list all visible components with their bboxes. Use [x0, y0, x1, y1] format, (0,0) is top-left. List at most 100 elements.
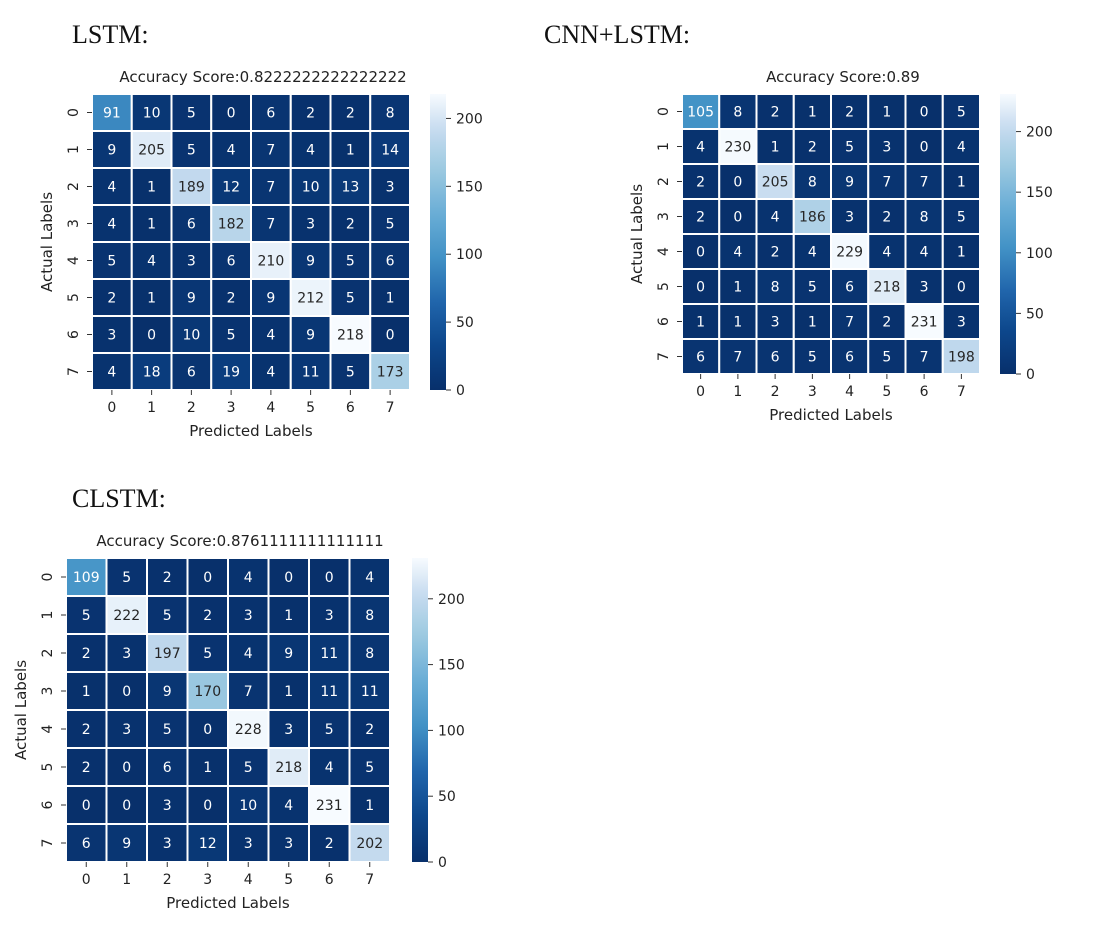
heatmap-cell — [329, 315, 372, 354]
cell-value-label: 231 — [911, 315, 938, 331]
colorbar-tick-label: 50 — [438, 789, 456, 805]
cell-value-label: 4 — [107, 180, 116, 196]
cell-value-label: 12 — [199, 836, 217, 852]
cell-value-label: 10 — [182, 328, 200, 344]
cell-value-label: 2 — [365, 722, 374, 738]
heatmap-cell — [348, 557, 391, 597]
cell-value-label: 3 — [845, 210, 854, 226]
heatmap-cell — [867, 163, 907, 200]
heatmap-cell — [170, 315, 213, 354]
cell-value-label: 5 — [227, 328, 236, 344]
cell-value-label: 3 — [306, 217, 315, 233]
heatmap-cell — [830, 163, 870, 200]
heatmap-cell — [146, 557, 189, 597]
cell-value-label: 11 — [320, 646, 338, 662]
heatmap-cell — [289, 204, 332, 243]
y-tick-label: 6 — [40, 800, 56, 809]
heatmap-cell — [348, 785, 391, 825]
cell-value-label: 2 — [82, 646, 91, 662]
cell-value-label: 0 — [696, 245, 705, 261]
cell-value-label: 3 — [122, 646, 131, 662]
cell-value-label: 3 — [187, 254, 196, 270]
cell-value-label: 9 — [107, 143, 116, 159]
heatmap-cell — [146, 709, 189, 749]
cell-value-label: 19 — [222, 365, 240, 381]
cell-value-label: 4 — [771, 210, 780, 226]
cell-value-label: 0 — [227, 106, 236, 122]
cell-value-label: 5 — [163, 722, 172, 738]
cell-value-label: 2 — [346, 106, 355, 122]
cell-value-label: 2 — [771, 105, 780, 121]
cell-value-label: 5 — [163, 608, 172, 624]
heatmap-cell — [369, 130, 411, 169]
heatmap-cell — [250, 130, 292, 169]
colorbar-tick-label: 50 — [456, 315, 474, 331]
x-tick-label: 0 — [82, 872, 91, 888]
heatmap-cell — [348, 709, 391, 749]
cell-value-label: 0 — [733, 175, 742, 191]
colorbar-tick-label: 50 — [1026, 306, 1044, 322]
cell-value-label: 2 — [696, 210, 705, 226]
cell-value-label: 5 — [107, 254, 116, 270]
cell-value-label: 2 — [227, 291, 236, 307]
cell-value-label: 4 — [306, 143, 315, 159]
y-tick-label: 0 — [656, 107, 672, 116]
y-tick-label: 0 — [40, 573, 56, 582]
heatmap-cell — [267, 633, 310, 673]
y-tick-label: 6 — [656, 317, 672, 326]
y-tick-label: 2 — [40, 649, 56, 658]
cell-value-label: 0 — [957, 280, 966, 296]
cell-value-label: 11 — [320, 684, 338, 700]
heatmap-cell — [718, 268, 758, 305]
heatmap-cell — [210, 241, 252, 280]
heatmap-cell — [348, 595, 391, 635]
cell-value-label: 6 — [845, 350, 854, 366]
colorbar-tick-label: 100 — [456, 247, 483, 263]
x-tick-label: 2 — [187, 400, 196, 416]
heatmap-cell — [105, 557, 148, 597]
cell-value-label: 3 — [107, 328, 116, 344]
colorbar — [430, 94, 446, 390]
cell-value-label: 7 — [266, 143, 275, 159]
cell-value-label: 1 — [284, 608, 293, 624]
cell-value-label: 189 — [178, 180, 205, 196]
y-tick-label: 3 — [656, 212, 672, 221]
cell-value-label: 5 — [808, 350, 817, 366]
heatmap-cell — [941, 163, 981, 200]
y-tick-label: 3 — [40, 687, 56, 696]
cell-value-label: 2 — [808, 140, 817, 156]
cell-value-label: 1 — [203, 760, 212, 776]
heatmap-cell — [250, 315, 292, 354]
heatmap-cell — [186, 671, 229, 711]
heatmap-cell — [904, 233, 944, 270]
cell-value-label: 5 — [122, 570, 131, 586]
y-tick-label: 1 — [656, 142, 672, 151]
cell-value-label: 2 — [771, 245, 780, 261]
cell-value-label: 8 — [771, 280, 780, 296]
heatmap-cell — [830, 93, 870, 130]
cell-value-label: 4 — [733, 245, 742, 261]
cell-value-label: 4 — [920, 245, 929, 261]
y-tick-label: 3 — [66, 219, 82, 228]
colorbar-tick-label: 200 — [456, 111, 483, 127]
heatmap-cell — [130, 315, 173, 354]
cell-value-label: 5 — [325, 722, 334, 738]
cell-value-label: 1 — [733, 315, 742, 331]
cell-value-label: 6 — [266, 106, 275, 122]
heading-cnn-lstm: CNN+LSTM: — [544, 20, 691, 49]
cell-value-label: 6 — [386, 254, 395, 270]
x-tick-label: 7 — [957, 384, 966, 400]
y-axis-label: Actual Labels — [38, 192, 56, 292]
colorbar-tick-label: 150 — [456, 179, 483, 195]
cell-value-label: 0 — [203, 570, 212, 586]
x-tick-label: 5 — [284, 872, 293, 888]
cell-value-label: 2 — [845, 105, 854, 121]
heatmap-cell — [755, 233, 795, 270]
cell-value-label: 2 — [107, 291, 116, 307]
x-axis-label: Predicted Labels — [769, 406, 893, 424]
chart-title: Accuracy Score:0.8761111111111111 — [96, 532, 383, 550]
x-axis-label: Predicted Labels — [166, 894, 290, 912]
heatmap-cell — [941, 303, 981, 340]
cell-value-label: 0 — [203, 722, 212, 738]
cell-value-label: 8 — [365, 608, 374, 624]
